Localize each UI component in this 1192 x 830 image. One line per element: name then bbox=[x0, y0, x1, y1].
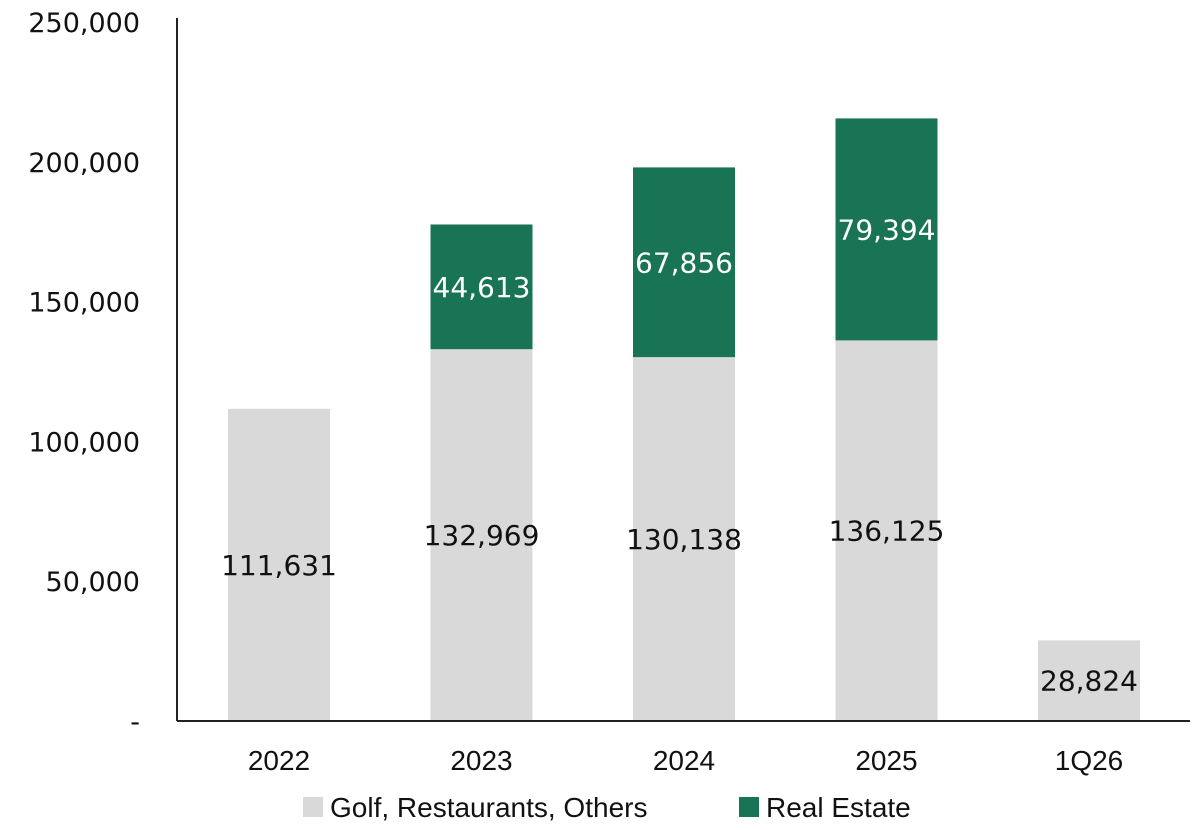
y-tick-label: 50,000 bbox=[46, 567, 140, 598]
data-label-real-estate: 44,613 bbox=[433, 271, 531, 304]
data-label-real-estate: 79,394 bbox=[838, 213, 936, 246]
y-tick-label: 100,000 bbox=[28, 427, 140, 458]
data-label-golf-restaurants-others: 132,969 bbox=[424, 519, 540, 552]
bar-golf-restaurants-others bbox=[430, 349, 533, 721]
x-category-label: 1Q26 bbox=[1055, 745, 1124, 776]
y-tick-label: - bbox=[130, 707, 140, 738]
legend-label: Golf, Restaurants, Others bbox=[330, 792, 647, 823]
bar-golf-restaurants-others bbox=[633, 357, 735, 721]
data-label-golf-restaurants-others: 136,125 bbox=[829, 515, 945, 548]
bar-golf-restaurants-others bbox=[1038, 640, 1140, 721]
y-axis-ticks: - 50,000 100,000 150,000 200,000 250,000 bbox=[28, 8, 140, 738]
legend: Golf, Restaurants, Others Real Estate bbox=[303, 792, 911, 823]
bar-golf-restaurants-others bbox=[228, 408, 330, 721]
bar-real-estate bbox=[835, 118, 938, 341]
x-category-label: 2023 bbox=[450, 745, 512, 776]
bar-golf-restaurants-others bbox=[835, 340, 938, 721]
data-label-golf-restaurants-others: 130,138 bbox=[626, 523, 742, 556]
y-tick-label: 200,000 bbox=[28, 148, 140, 179]
x-axis-categories: 2022 2023 2024 2025 1Q26 bbox=[248, 745, 1123, 776]
y-tick-label: 250,000 bbox=[28, 8, 140, 39]
legend-swatch bbox=[303, 797, 323, 817]
legend-swatch bbox=[739, 797, 759, 817]
x-category-label: 2024 bbox=[653, 745, 715, 776]
y-tick-label: 150,000 bbox=[28, 288, 140, 319]
data-label-golf-restaurants-others: 28,824 bbox=[1040, 665, 1138, 698]
legend-label: Real Estate bbox=[766, 792, 911, 823]
bar-data-labels: 111,631 132,969 44,613 130,138 67,856 136,125… bbox=[221, 213, 1138, 697]
x-category-label: 2025 bbox=[855, 745, 917, 776]
data-label-golf-restaurants-others: 111,631 bbox=[221, 549, 337, 582]
data-label-real-estate: 67,856 bbox=[635, 246, 733, 279]
x-category-label: 2022 bbox=[248, 745, 310, 776]
bar-real-estate bbox=[633, 167, 735, 358]
bar-real-estate bbox=[430, 224, 533, 350]
bars bbox=[228, 118, 1140, 721]
